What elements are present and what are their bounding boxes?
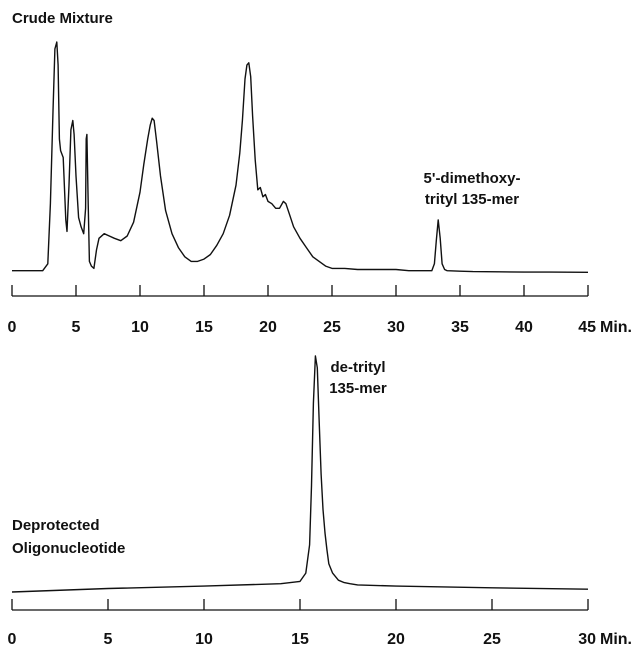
top-trace-line: [12, 41, 589, 273]
bottom-label-line1: Deprotected: [12, 517, 100, 534]
bottom-annotation-line1: de-trityl: [330, 359, 385, 376]
top-x-tick-label: 30: [387, 319, 405, 336]
bottom-label-line2: Oligonucleotide: [12, 540, 125, 557]
bottom-x-tick-label: 0: [8, 631, 17, 648]
top-x-tick-label: 40: [515, 319, 533, 336]
top-x-unit-label: Min.: [600, 319, 632, 336]
bottom-x-tick-label: 25: [483, 631, 501, 648]
top-annotation-line1: 5'-dimethoxy-: [424, 170, 521, 187]
top-x-tick-label: 5: [72, 319, 81, 336]
top-x-tick-label: 45: [578, 319, 596, 336]
top-x-tick-label: 0: [8, 319, 17, 336]
bottom-x-tick-label: 20: [387, 631, 405, 648]
bottom-x-unit-label: Min.: [600, 631, 632, 648]
bottom-trace-line: [11, 355, 589, 593]
bottom-x-tick-label: 30: [578, 631, 596, 648]
top-x-tick-label: 15: [195, 319, 213, 336]
bottom-x-tick-label: 10: [195, 631, 213, 648]
bottom-x-tick-label: 15: [291, 631, 309, 648]
top-x-tick-label: 35: [451, 319, 469, 336]
bottom-x-tick-label: 5: [104, 631, 113, 648]
bottom-annotation-line2: 135-mer: [329, 380, 387, 397]
top-chromatogram: 0 5 10 15 20 25 30 35 40 45 Min.: [8, 41, 632, 336]
top-x-tick-label: 25: [323, 319, 341, 336]
top-annotation-line2: trityl 135-mer: [425, 191, 519, 208]
top-x-tick-label: 20: [259, 319, 277, 336]
top-chart-title: Crude Mixture: [12, 10, 113, 27]
top-x-tick-label: 10: [131, 319, 149, 336]
bottom-chromatogram: 0 5 10 15 20 25 30 Min.: [8, 355, 632, 648]
